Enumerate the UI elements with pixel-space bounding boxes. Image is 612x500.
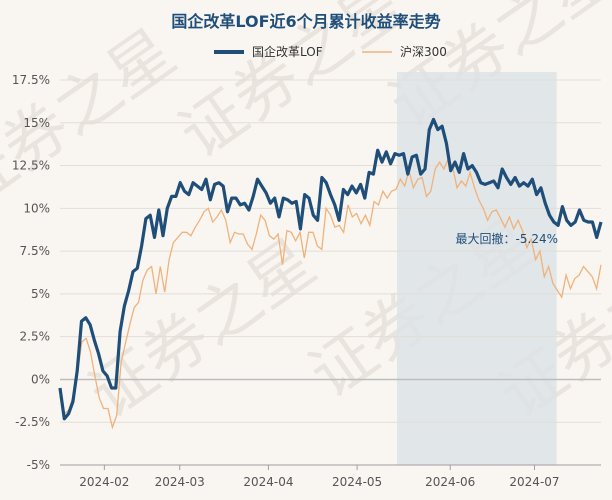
drawdown-shade	[397, 72, 557, 465]
x-tick-label: 2024-05	[332, 475, 382, 489]
legend: 国企改革LOF 沪深300	[214, 44, 447, 59]
y-tick-label: 2.5%	[20, 330, 51, 344]
chart-title: 国企改革LOF近6个月累计收益率走势	[171, 12, 440, 31]
y-tick-label: 0%	[31, 372, 50, 386]
x-tick-label: 2024-03	[155, 475, 205, 489]
y-tick-label: 10%	[23, 201, 50, 215]
legend-label-hs300: 沪深300	[400, 45, 447, 59]
watermark-text: 证券之星	[77, 226, 329, 433]
y-tick-label: 15%	[23, 116, 50, 130]
series-line-fund	[58, 117, 603, 421]
y-tick-label: 12.5%	[12, 159, 50, 173]
y-tick-label: 17.5%	[12, 73, 50, 87]
x-tick-label: 2024-02	[79, 475, 129, 489]
x-tick-label: 2024-04	[243, 475, 293, 489]
y-tick-label: -2.5%	[15, 415, 50, 429]
x-tick-label: 2024-07	[509, 475, 559, 489]
x-tick-label: 2024-06	[425, 475, 475, 489]
max-drawdown-annotation: 最大回撤：-5.24%	[456, 231, 558, 246]
y-axis-ticks: 17.5% 15% 12.5% 10% 7.5% 5% 2.5% 0% -2.5% -5%	[12, 73, 50, 472]
y-tick-label: 7.5%	[20, 244, 51, 258]
y-tick-label: 5%	[31, 287, 50, 301]
y-tick-label: -5%	[27, 458, 50, 472]
series-line-hs300	[59, 157, 602, 430]
legend-label-fund: 国企改革LOF	[252, 44, 323, 59]
x-axis-ticks: 2024-02 2024-03 2024-04 2024-05 2024-06 2024-…	[60, 464, 601, 489]
